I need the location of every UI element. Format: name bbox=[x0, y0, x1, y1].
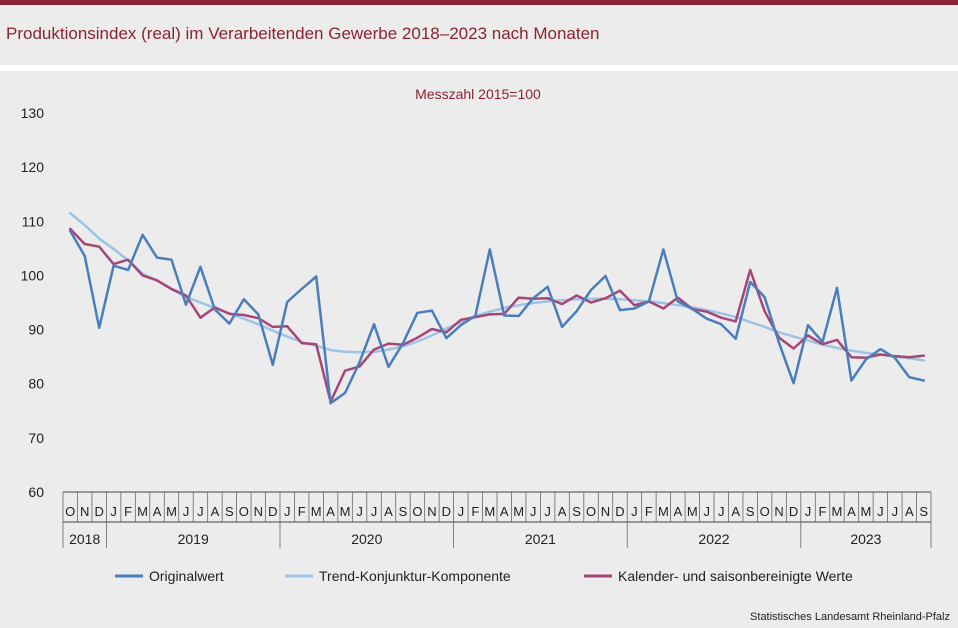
month-label: A bbox=[384, 504, 393, 519]
top-accent-bar bbox=[0, 0, 958, 5]
month-label: M bbox=[658, 504, 669, 519]
legend-label: Originalwert bbox=[149, 568, 224, 584]
month-label: D bbox=[615, 504, 624, 519]
month-label: A bbox=[847, 504, 856, 519]
year-label: 2022 bbox=[698, 531, 729, 547]
year-label: 2020 bbox=[351, 531, 382, 547]
year-label: 2023 bbox=[850, 531, 881, 547]
month-label: O bbox=[65, 504, 75, 519]
month-label: A bbox=[153, 504, 162, 519]
month-label: J bbox=[544, 504, 551, 519]
month-label: M bbox=[687, 504, 698, 519]
month-label: N bbox=[601, 504, 610, 519]
month-label: M bbox=[311, 504, 322, 519]
series-lines bbox=[68, 211, 926, 405]
series-line-2 bbox=[68, 227, 926, 403]
month-label: F bbox=[471, 504, 479, 519]
month-label: A bbox=[673, 504, 682, 519]
legend: Originalwert Trend-Konjunktur-Komponente K… bbox=[115, 568, 853, 584]
month-label: N bbox=[254, 504, 263, 519]
month-label: F bbox=[819, 504, 827, 519]
month-label: J bbox=[892, 504, 899, 519]
series-line-1 bbox=[68, 211, 926, 362]
year-label: 2021 bbox=[525, 531, 556, 547]
month-label: M bbox=[484, 504, 495, 519]
month-label: F bbox=[298, 504, 306, 519]
month-label: M bbox=[137, 504, 148, 519]
month-label: A bbox=[731, 504, 740, 519]
month-label: J bbox=[110, 504, 117, 519]
chart-subtitle: Messzahl 2015=100 bbox=[415, 86, 541, 102]
month-label: J bbox=[284, 504, 291, 519]
y-tick-label: 80 bbox=[28, 376, 44, 392]
month-label: S bbox=[399, 504, 408, 519]
month-label: F bbox=[124, 504, 132, 519]
month-label: J bbox=[197, 504, 204, 519]
title-divider bbox=[0, 65, 958, 71]
month-label: J bbox=[356, 504, 363, 519]
month-label: J bbox=[530, 504, 537, 519]
month-label: A bbox=[326, 504, 335, 519]
month-label: D bbox=[789, 504, 798, 519]
month-label: A bbox=[558, 504, 567, 519]
month-label: A bbox=[905, 504, 914, 519]
month-label: M bbox=[860, 504, 871, 519]
month-label: O bbox=[412, 504, 422, 519]
month-label: F bbox=[645, 504, 653, 519]
month-label: D bbox=[268, 504, 277, 519]
y-tick-label: 130 bbox=[21, 105, 45, 121]
month-label: O bbox=[239, 504, 249, 519]
source-note: Statistisches Landesamt Rheinland-Pfalz bbox=[750, 611, 950, 623]
y-tick-label: 110 bbox=[22, 213, 45, 229]
month-label: M bbox=[513, 504, 524, 519]
month-label: N bbox=[80, 504, 89, 519]
month-label: M bbox=[832, 504, 843, 519]
y-tick-label: 120 bbox=[21, 159, 45, 175]
month-label: S bbox=[225, 504, 234, 519]
month-label: A bbox=[211, 504, 220, 519]
y-tick-label: 60 bbox=[28, 484, 44, 500]
month-label: J bbox=[458, 504, 465, 519]
month-label: J bbox=[183, 504, 190, 519]
series-line-0 bbox=[68, 229, 926, 405]
year-label: 2019 bbox=[178, 531, 209, 547]
month-label: O bbox=[760, 504, 770, 519]
year-label: 2018 bbox=[69, 531, 100, 547]
month-label: J bbox=[631, 504, 638, 519]
month-label: N bbox=[427, 504, 436, 519]
y-axis: 60 70 80 90 100 110 120 130 bbox=[21, 105, 45, 500]
month-label: O bbox=[586, 504, 596, 519]
month-label: J bbox=[371, 504, 378, 519]
month-label: N bbox=[774, 504, 783, 519]
month-label: S bbox=[919, 504, 928, 519]
month-label: S bbox=[572, 504, 581, 519]
y-tick-label: 70 bbox=[28, 430, 44, 446]
month-label: J bbox=[718, 504, 725, 519]
month-label: M bbox=[166, 504, 177, 519]
month-label: S bbox=[746, 504, 755, 519]
legend-label: Trend-Konjunktur-Komponente bbox=[319, 568, 511, 584]
legend-label: Kalender- und saisonbereinigte Werte bbox=[618, 568, 853, 584]
month-label: A bbox=[500, 504, 509, 519]
month-label: J bbox=[704, 504, 711, 519]
month-label: J bbox=[805, 504, 812, 519]
month-label: D bbox=[94, 504, 103, 519]
month-label: J bbox=[877, 504, 884, 519]
month-label: M bbox=[340, 504, 351, 519]
y-tick-label: 90 bbox=[28, 322, 44, 338]
page-title: Produktionsindex (real) im Verarbeitende… bbox=[6, 24, 600, 43]
y-tick-label: 100 bbox=[21, 267, 45, 283]
month-label: D bbox=[442, 504, 451, 519]
